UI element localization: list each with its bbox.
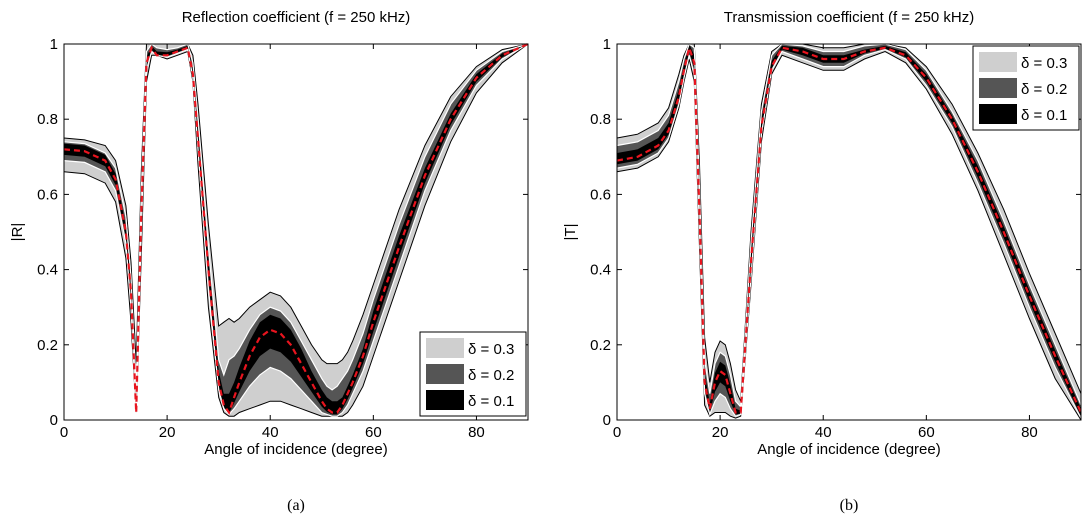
legend-swatch <box>426 390 464 410</box>
axis-ticks: 0 20 40 60 80 0 0.2 0.4 0.6 0.8 1 <box>590 36 1082 441</box>
legend-label: δ = 0.3 <box>1021 55 1067 72</box>
legend-swatch <box>979 78 1017 98</box>
x-tick-label: 80 <box>468 424 485 441</box>
mean-curve <box>616 43 1083 414</box>
mid-upper-curve <box>616 43 1082 409</box>
legend-label: δ = 0.2 <box>1021 81 1067 98</box>
x-tick-label: 40 <box>815 424 832 441</box>
y-tick-label: 0.8 <box>590 111 611 128</box>
x-tick-label: 0 <box>60 424 68 441</box>
figure-caption: (a) <box>287 497 305 514</box>
y-tick-label: 0 <box>603 412 611 429</box>
y-tick-label: 0.6 <box>590 186 611 203</box>
mid-lower-curve <box>63 43 529 417</box>
y-tick-label: 0.4 <box>590 262 611 279</box>
legend-label: δ = 0.1 <box>468 393 514 410</box>
mean-curve <box>63 42 529 415</box>
y-tick-label: 0.8 <box>37 111 58 128</box>
uncertainty-bands <box>616 43 1083 421</box>
y-tick-label: 0 <box>50 412 58 429</box>
legend-swatch <box>979 104 1017 124</box>
legend-label: δ = 0.2 <box>468 367 514 384</box>
legend-label: δ = 0.3 <box>468 341 514 358</box>
x-tick-label: 0 <box>613 424 621 441</box>
y-axis-label: |T| <box>562 224 579 241</box>
legend-swatch <box>979 52 1017 72</box>
outer-upper-curve <box>63 43 529 365</box>
x-axis-label: Angle of incidence (degree) <box>757 441 940 458</box>
reflection-chart: Reflection coefficient (f = 250 kHz) 0 20… <box>9 9 529 514</box>
legend-swatch <box>426 364 464 384</box>
x-tick-label: 20 <box>712 424 729 441</box>
x-tick-label: 40 <box>262 424 279 441</box>
legend-label: δ = 0.1 <box>1021 107 1067 124</box>
figure-caption: (b) <box>840 497 859 514</box>
legend-swatch <box>426 338 464 358</box>
axes-frame <box>63 43 529 421</box>
x-axis-label: Angle of incidence (degree) <box>204 441 387 458</box>
axis-ticks: 0 20 40 60 80 0 0.2 0.4 0.6 0.8 1 <box>37 36 529 441</box>
y-axis-label: |R| <box>9 223 26 242</box>
y-tick-label: 1 <box>50 36 58 53</box>
chart-title: Transmission coefficient (f = 250 kHz) <box>724 9 975 26</box>
y-tick-label: 0.4 <box>37 262 58 279</box>
outer-lower-curve <box>63 43 529 417</box>
band-2 <box>64 44 528 415</box>
mid-lower-curve <box>616 48 1082 419</box>
y-tick-label: 0.2 <box>590 337 611 354</box>
y-tick-label: 1 <box>603 36 611 53</box>
y-tick-label: 0.2 <box>37 337 58 354</box>
uncertainty-bands <box>63 42 529 417</box>
band-1 <box>617 44 1081 419</box>
x-tick-label: 80 <box>1021 424 1038 441</box>
chart-title: Reflection coefficient (f = 250 kHz) <box>182 9 411 26</box>
x-tick-label: 60 <box>918 424 935 441</box>
transmission-chart: Transmission coefficient (f = 250 kHz) 0… <box>562 9 1083 514</box>
legend: δ = 0.3 δ = 0.2 δ = 0.1 <box>419 331 527 417</box>
x-tick-label: 20 <box>159 424 176 441</box>
y-tick-label: 0.6 <box>37 186 58 203</box>
x-tick-label: 60 <box>365 424 382 441</box>
axes-frame <box>616 43 1082 421</box>
legend: δ = 0.3 δ = 0.2 δ = 0.1 <box>972 45 1080 131</box>
